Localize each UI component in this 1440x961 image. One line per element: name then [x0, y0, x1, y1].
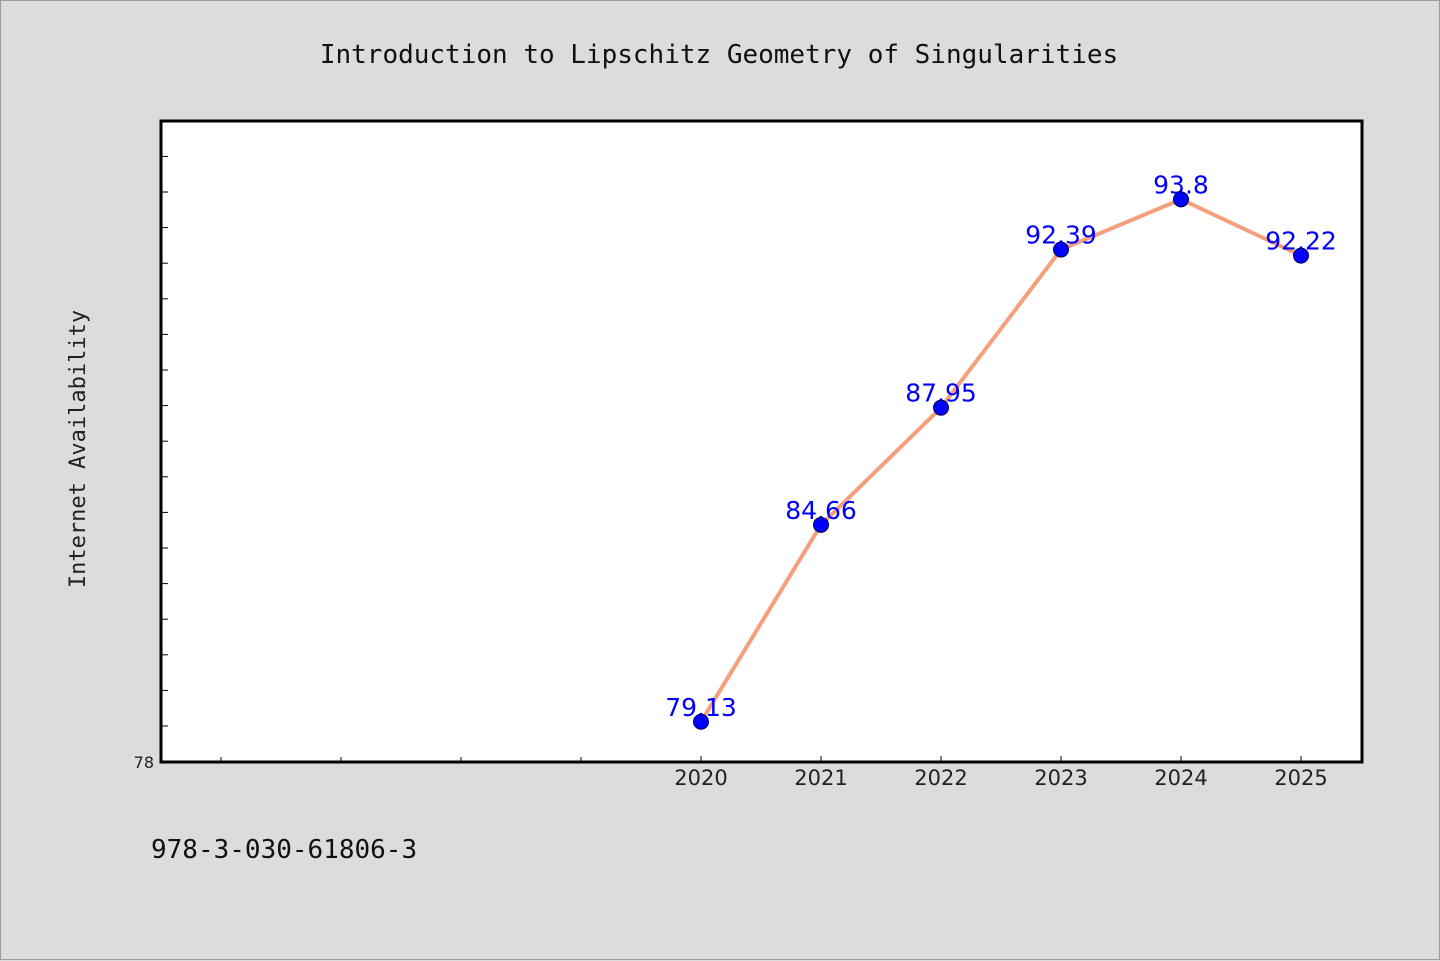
x-tick-label: 2025 — [1274, 766, 1327, 790]
isbn-footer: 978-3-030-61806-3 — [151, 835, 418, 865]
x-tick-label: 2020 — [674, 766, 727, 790]
x-axis-ticks: 2020 2021 2022 2023 2024 2025 — [674, 756, 1328, 790]
data-point — [693, 713, 709, 730]
x-tick-label: 2024 — [1154, 766, 1207, 790]
series-line — [699, 197, 1302, 723]
chart-title: Introduction to Lipschitz Geometry of Si… — [320, 40, 1118, 70]
y-tick-label: 78 — [134, 753, 154, 772]
data-point — [1293, 247, 1309, 264]
y-axis-ticks: 78 — [134, 753, 154, 772]
data-point — [1053, 241, 1069, 258]
y-axis-label: Internet Availability — [66, 310, 91, 588]
data-point — [1173, 191, 1189, 208]
x-tick-label: 2023 — [1034, 766, 1087, 790]
plot-area — [159, 119, 1364, 764]
x-tick-label: 2022 — [914, 766, 967, 790]
data-point — [933, 399, 949, 416]
x-tick-label: 2021 — [794, 766, 847, 790]
data-point — [813, 516, 829, 533]
axis-minor-ticks — [161, 155, 582, 762]
